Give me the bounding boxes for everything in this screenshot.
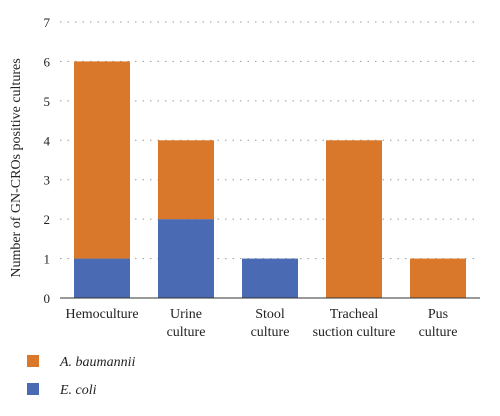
y-tick-label: 2 [44,212,51,227]
bar-segment [242,258,298,298]
y-tick-label: 1 [44,252,51,267]
y-tick-label: 7 [44,15,51,30]
y-tick-label: 4 [44,133,51,148]
y-tick-label: 5 [44,94,51,109]
legend-label: A. baumannii [59,355,136,370]
legend-swatch [27,355,39,367]
x-category-label: Pus culture [419,307,458,340]
x-category-label: Stool culture [251,307,290,340]
x-category-label: Tracheal suction culture [313,307,396,340]
y-tick-label: 3 [44,173,51,188]
y-tick-label: 0 [44,291,51,306]
y-axis-ticks: 0 1 2 3 4 5 6 7 [44,15,51,306]
bar-segment [158,140,214,220]
bar-segment [158,219,214,298]
bar-segment [74,61,130,259]
bar-segment [410,258,466,298]
y-axis-label: Number of GN-CROs positive cultures [9,58,24,277]
x-category-label: Hemoculture [65,307,138,322]
legend: A. baumannii E. coli [27,355,136,398]
x-category-label: Urine culture [167,307,206,340]
bar-segment [326,140,382,298]
x-axis-categories: Hemoculture Urine culture Stool culture Trach… [65,307,457,340]
y-tick-label: 6 [44,54,51,69]
legend-swatch [27,383,39,395]
bars [74,61,466,298]
legend-label: E. coli [59,383,97,398]
bar-segment [74,258,130,298]
